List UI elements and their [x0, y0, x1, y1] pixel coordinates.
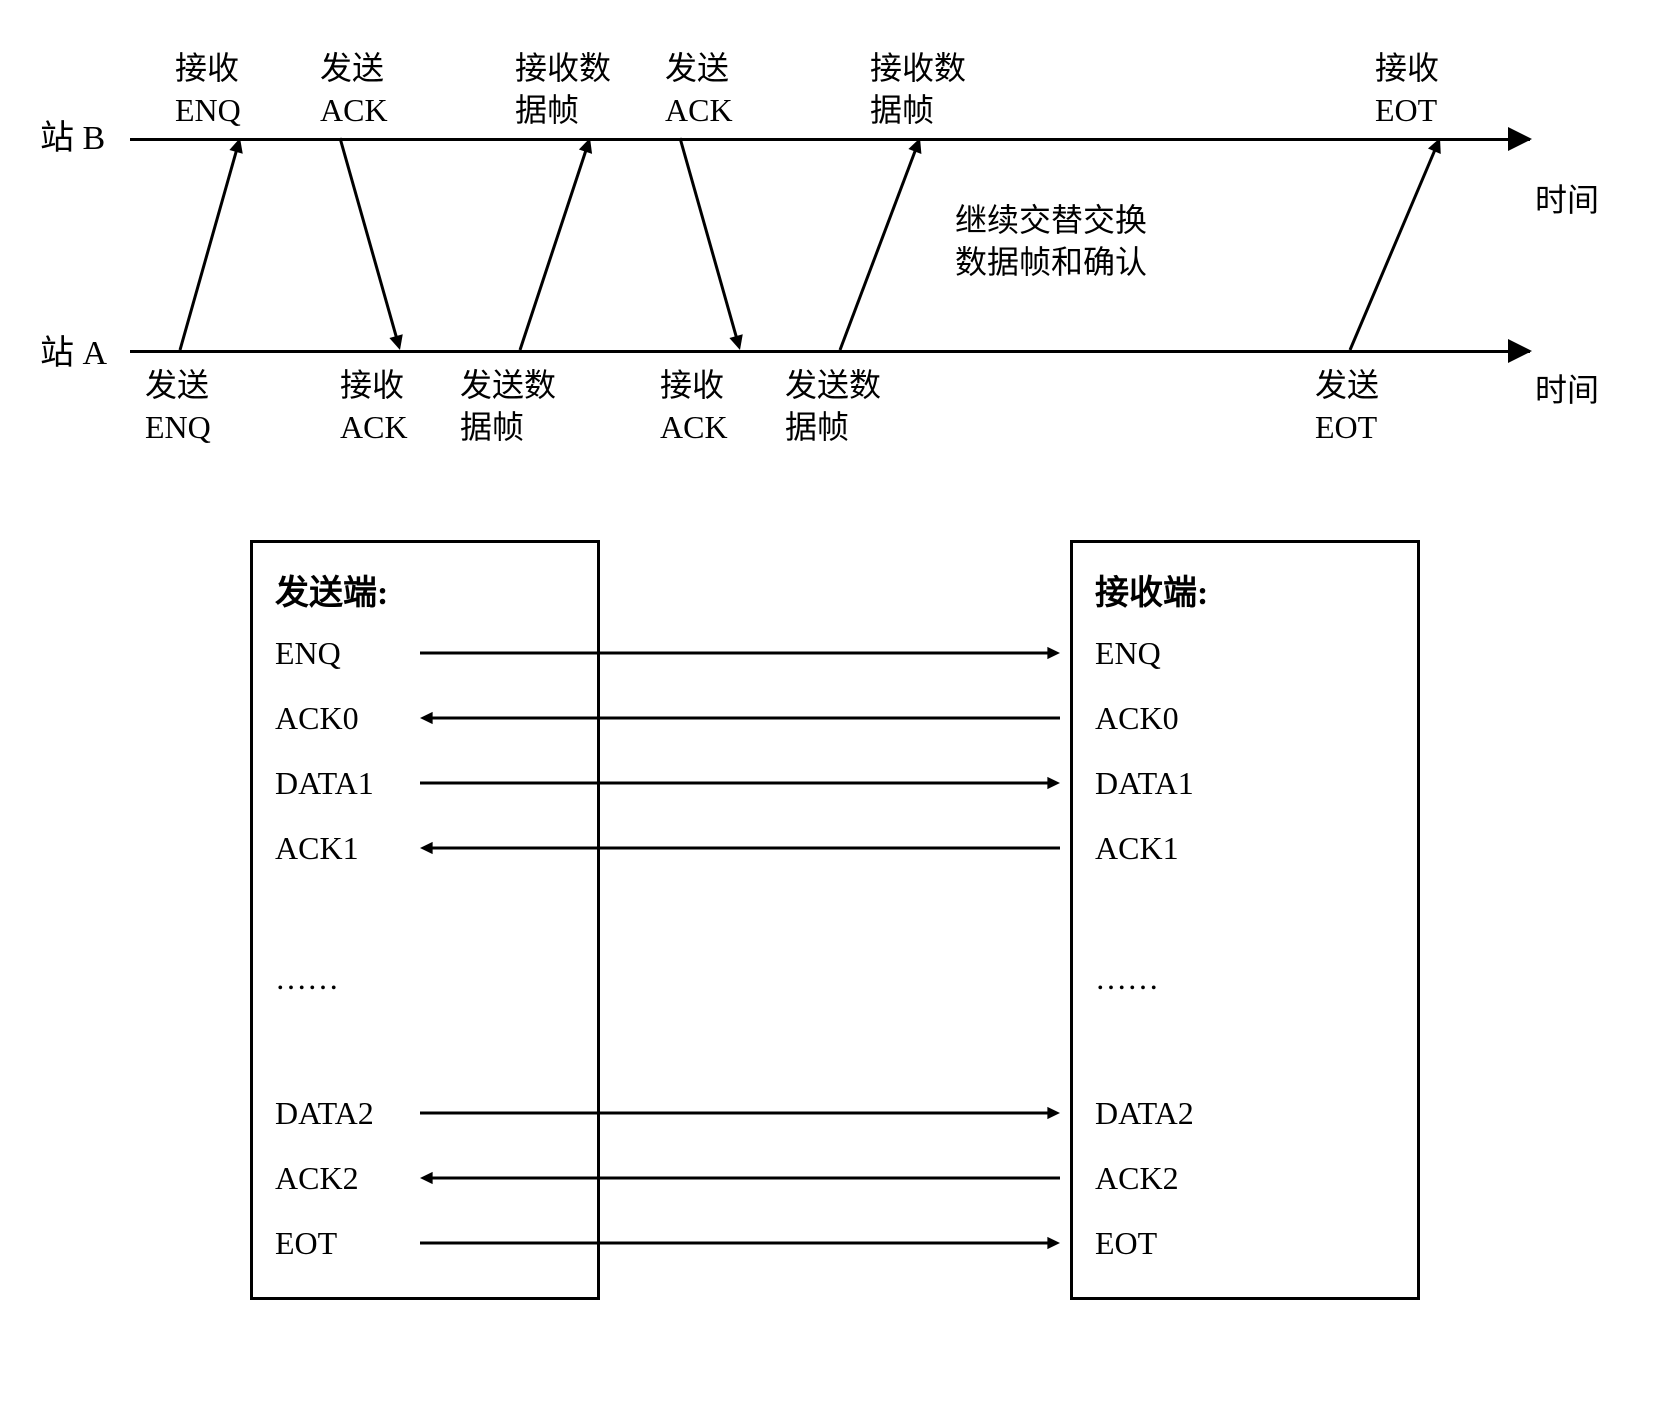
b-event-label: 接收 EOT [1375, 48, 1439, 131]
b-event-label: 接收数 据帧 [870, 48, 966, 131]
a-event-label: 发送 ENQ [145, 365, 211, 448]
sequence-diagram: 发送端: 接收端: ENQACK0DATA1ACK1……DATA2ACK2EOT… [40, 540, 1632, 1320]
b-event-label: 接收数 据帧 [515, 48, 611, 131]
sequence-arrows [40, 540, 1632, 1320]
a-event-label: 发送数 据帧 [785, 365, 881, 448]
a-event-label: 接收 ACK [660, 365, 728, 448]
a-event-label: 发送 EOT [1315, 365, 1379, 448]
b-event-label: 发送 ACK [320, 48, 388, 131]
timing-diagram: 站 B 站 A 时间 时间 继续交替交换 数据帧和确认 接收 ENQ发送 ACK… [40, 40, 1632, 500]
b-event-label: 接收 ENQ [175, 48, 241, 131]
b-event-label: 发送 ACK [665, 48, 733, 131]
a-event-label: 接收 ACK [340, 365, 408, 448]
a-event-label: 发送数 据帧 [460, 365, 556, 448]
